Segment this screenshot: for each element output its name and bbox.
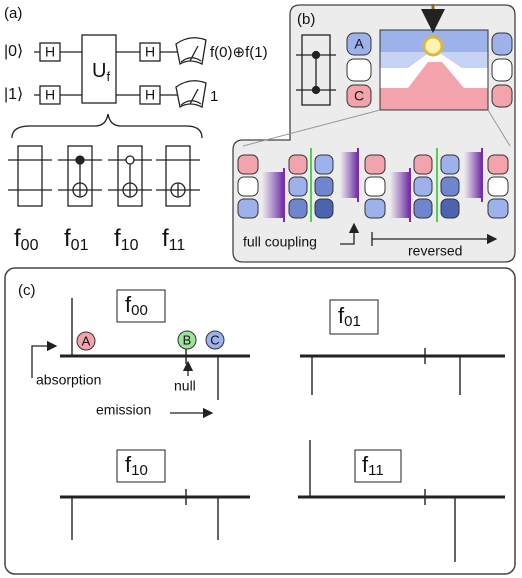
level — [347, 59, 371, 81]
ket: |1⟩ — [4, 86, 23, 103]
shape — [441, 155, 459, 174]
shape — [365, 177, 385, 196]
shape — [76, 156, 84, 164]
function-label: f00 — [14, 225, 39, 254]
shape — [289, 155, 307, 174]
peak-label: A — [82, 333, 91, 348]
level — [492, 85, 512, 107]
shape — [315, 199, 333, 218]
panel-c: (c) f00 f01 f10 f11 A B C absorption nul… — [5, 268, 515, 574]
output: f(0)⊕f(1) — [210, 44, 268, 61]
gate-set — [8, 146, 200, 206]
shape — [414, 155, 432, 174]
annotation: null — [174, 378, 196, 394]
output: 1 — [210, 88, 218, 105]
shape — [464, 152, 482, 198]
shape — [238, 177, 258, 196]
gate-label: H — [145, 44, 155, 60]
panel-a: (a) |0⟩ |1⟩ H H H H Uf f(0)⊕f(1) 1 f00 f… — [4, 5, 268, 254]
level-label: A — [354, 36, 364, 52]
shape — [313, 52, 320, 59]
ket: |0⟩ — [4, 43, 23, 60]
level-label: C — [354, 88, 364, 104]
function-label: f11 — [162, 225, 185, 254]
gate-label: H — [145, 87, 155, 103]
panel-label: (c) — [18, 282, 36, 299]
shape — [315, 155, 333, 174]
shape — [315, 177, 333, 196]
annotation: reversed — [408, 243, 462, 259]
shape — [18, 146, 42, 206]
function-label: f01 — [64, 225, 89, 254]
shape — [313, 87, 320, 94]
brace — [12, 114, 202, 138]
shape — [262, 172, 284, 218]
gate-label: H — [45, 44, 55, 60]
beam-spot — [424, 37, 442, 55]
gate-label: H — [45, 87, 55, 103]
level — [492, 59, 512, 81]
figure: (a) |0⟩ |1⟩ H H H H Uf f(0)⊕f(1) 1 f00 f… — [0, 0, 522, 578]
shape — [488, 155, 508, 174]
panel-b: (b) A C full coupling reversed — [233, 4, 515, 262]
shape — [365, 199, 385, 218]
annotation: full coupling — [243, 234, 317, 250]
peak-label: C — [210, 332, 219, 347]
panel-label: (a) — [4, 5, 22, 22]
shape — [238, 199, 258, 218]
annotation: emission — [96, 402, 151, 418]
shape — [488, 177, 508, 196]
shape — [238, 155, 258, 174]
panel-label: (b) — [297, 11, 315, 28]
annotation: absorption — [36, 372, 101, 388]
panel-frame — [5, 268, 515, 574]
shape — [414, 199, 432, 218]
shape — [390, 172, 410, 218]
shape — [414, 177, 432, 196]
shape — [289, 177, 307, 196]
shape — [365, 155, 385, 174]
shape — [488, 199, 508, 218]
shape — [340, 152, 358, 198]
shape — [441, 177, 459, 196]
level — [492, 33, 512, 55]
peak-label: B — [183, 332, 192, 347]
shape — [126, 156, 134, 164]
shape — [441, 199, 459, 218]
shape — [289, 199, 307, 218]
function-label: f10 — [114, 225, 139, 254]
